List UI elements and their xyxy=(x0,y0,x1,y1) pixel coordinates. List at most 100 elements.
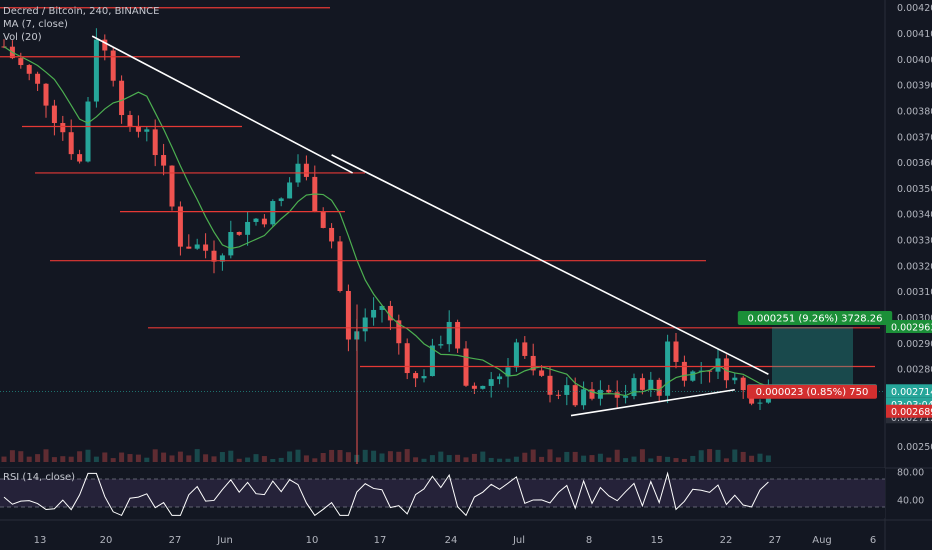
candle-body xyxy=(648,379,654,390)
candle-body xyxy=(320,211,326,228)
symbol-title[interactable]: Decred / Bitcoin, 240, BINANCE xyxy=(3,6,160,17)
volume-bar xyxy=(463,457,469,462)
candle-body xyxy=(564,385,570,395)
candle-body xyxy=(539,370,545,376)
target-price-label: 0.002963 xyxy=(891,323,932,334)
volume-bar xyxy=(127,454,133,462)
volume-bar xyxy=(119,452,125,462)
candle-body xyxy=(26,65,32,74)
candle-body xyxy=(723,358,729,381)
candle-body xyxy=(161,155,167,166)
candle-body xyxy=(127,115,133,127)
volume-bar xyxy=(681,458,687,462)
volume-bar xyxy=(421,458,427,462)
volume-bar xyxy=(555,457,561,462)
candle-body xyxy=(329,227,335,242)
time-tick-label: 27 xyxy=(769,535,782,546)
chart-legend: Decred / Bitcoin, 240, BINANCE MA (7, cl… xyxy=(3,5,159,44)
rsi-band xyxy=(0,479,885,507)
volume-bar xyxy=(715,449,721,462)
stop-price-label: 0.002689 xyxy=(891,407,932,418)
long-position-tool[interactable]: 0.000251 (9.26%) 3728.260.000002 -- 1086… xyxy=(737,311,893,399)
ma-legend-label[interactable]: MA (7, close) xyxy=(3,19,68,30)
volume-bar xyxy=(589,455,595,462)
trendlines xyxy=(91,35,769,417)
candle-body xyxy=(438,344,444,346)
volume-bar xyxy=(505,458,511,462)
candle-body xyxy=(253,218,259,222)
candle-body xyxy=(278,198,284,202)
volume-bar xyxy=(68,456,74,462)
candle-body xyxy=(371,309,377,318)
candle-body xyxy=(471,385,477,389)
stop-price-label-bg xyxy=(886,404,932,418)
volume-bar xyxy=(707,449,713,462)
moving-average-line xyxy=(3,46,769,397)
time-tick-label: 17 xyxy=(374,535,387,546)
volume-bar xyxy=(253,454,259,462)
candle-body xyxy=(673,341,679,362)
candle-body xyxy=(463,348,469,386)
volume-bar xyxy=(278,457,284,462)
volume-bar xyxy=(413,457,419,462)
candle-body xyxy=(261,218,267,225)
candle-body xyxy=(287,182,293,199)
volume-bar xyxy=(9,450,15,462)
candle-body xyxy=(572,385,578,406)
time-tick-label: Aug xyxy=(812,535,832,546)
candle-body xyxy=(236,232,242,235)
stop-label-bg xyxy=(747,384,877,399)
candle-body xyxy=(177,206,183,247)
volume-bar xyxy=(35,454,41,462)
volume-bar xyxy=(169,455,175,462)
candle-body xyxy=(513,342,519,368)
volume-bar xyxy=(186,455,192,462)
candle-body xyxy=(639,378,645,390)
volume-bar xyxy=(513,456,519,462)
candle-body xyxy=(77,154,83,162)
candle-body xyxy=(93,39,99,102)
time-axis[interactable]: 13 20 27 Jun 10 17 24 Jul 8 15 22 27 Aug 6 xyxy=(34,535,877,546)
candle-body xyxy=(110,50,116,81)
volume-bar xyxy=(211,456,217,462)
candle-body xyxy=(379,305,385,310)
candle-body xyxy=(219,255,225,262)
volume-bar xyxy=(438,451,444,462)
candle-body xyxy=(144,129,150,132)
volume-bar xyxy=(161,452,167,462)
volume-bar xyxy=(177,451,183,462)
candle-body xyxy=(211,250,217,262)
time-tick-label: Jul xyxy=(512,535,525,546)
profit-zone xyxy=(772,327,853,392)
volume-bar xyxy=(446,455,452,462)
candle-body xyxy=(530,355,536,371)
candle-body xyxy=(690,371,696,381)
volume-bar xyxy=(522,452,528,462)
volume-bar xyxy=(740,451,746,462)
candle-body xyxy=(606,389,612,393)
volume-bar xyxy=(614,449,620,462)
volume-bar xyxy=(530,449,536,462)
candle-body xyxy=(665,341,671,396)
volume-bar xyxy=(18,451,24,462)
volume-bar xyxy=(606,457,612,462)
volume-bar xyxy=(85,449,91,462)
stop-label: 0.000023 (0.85%) 750 xyxy=(756,387,869,398)
candle-body xyxy=(497,376,503,380)
vol-legend-label[interactable]: Vol (20) xyxy=(3,32,42,43)
volume-bar xyxy=(60,456,66,462)
candle-body xyxy=(421,376,427,379)
candle-body xyxy=(68,132,74,155)
volume-bar xyxy=(203,454,209,462)
candle-body xyxy=(446,321,452,345)
candle-body xyxy=(429,345,435,377)
candlestick-series xyxy=(1,28,771,464)
candle-body xyxy=(60,123,66,133)
rsi-legend-label[interactable]: RSI (14, close) xyxy=(3,472,76,483)
